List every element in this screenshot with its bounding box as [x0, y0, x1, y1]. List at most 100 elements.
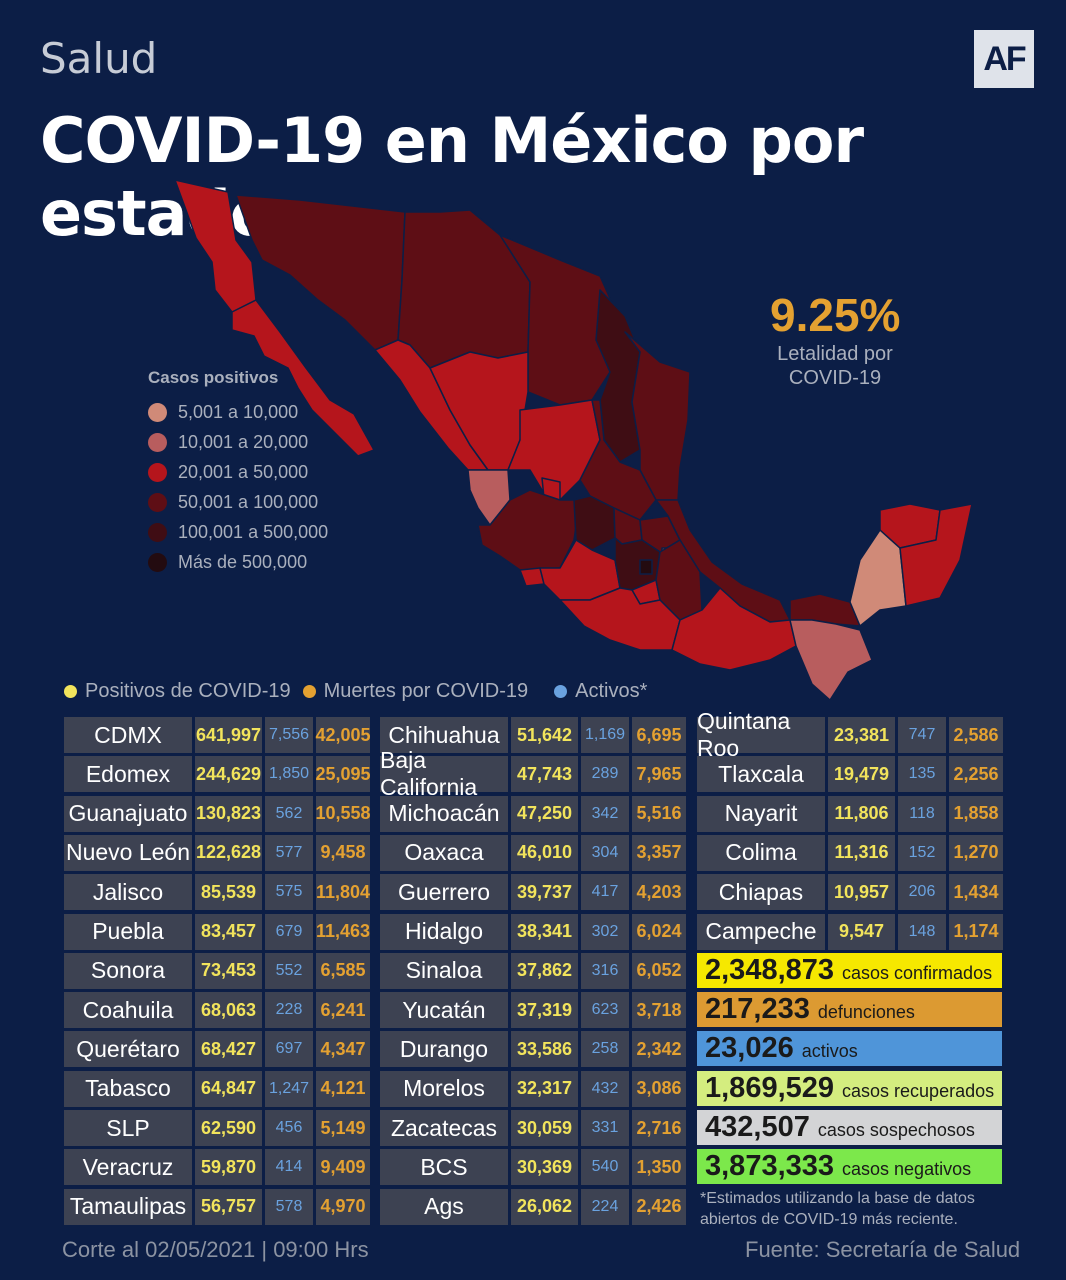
active-value: 331 [581, 1110, 629, 1146]
table-row: Zacatecas 30,059 331 2,716 [380, 1110, 689, 1146]
legend-item: 20,001 a 50,000 [148, 457, 328, 487]
active-value: 304 [581, 834, 629, 871]
table-row: Coahuila 68,063 228 6,241 [64, 992, 373, 1029]
table-row: Ags 26,062 224 2,426 [380, 1188, 689, 1225]
series-active-label: Activos* [575, 680, 648, 702]
table-row: Baja California 47,743 289 7,965 [380, 747, 689, 800]
legend-label: 20,001 a 50,000 [178, 461, 309, 482]
deaths-value: 11,463 [316, 913, 370, 950]
state-name: Durango [380, 1031, 508, 1068]
cutoff-date: Corte al 02/05/2021 | 09:00 Hrs [62, 1237, 369, 1262]
state-name: Veracruz [64, 1149, 192, 1186]
state-name: Colima [697, 834, 825, 871]
summary-number: 432,507 [705, 1110, 810, 1143]
positive-value: 244,629 [195, 756, 262, 793]
legend-label: 5,001 a 10,000 [178, 401, 299, 422]
summary-number: 217,233 [705, 993, 810, 1026]
active-value: 747 [898, 717, 946, 753]
state-name: Nayarit [697, 795, 825, 832]
deaths-value: 1,174 [949, 913, 1003, 950]
summary-label: defunciones [817, 1002, 915, 1023]
active-value: 258 [581, 1031, 629, 1068]
table-row: Morelos 32,317 432 3,086 [380, 1070, 689, 1107]
legend-item: 50,001 a 100,000 [148, 487, 328, 517]
deaths-value: 1,270 [949, 834, 1003, 871]
active-value: 152 [898, 834, 946, 871]
footnote-line-1: *Estimados utilizando la base de datos [700, 1190, 975, 1207]
map-cdmx [639, 559, 653, 575]
state-name: Guanajuato [64, 795, 192, 832]
mexico-map [174, 179, 973, 701]
state-name: Baja California [380, 747, 508, 800]
table-row: Campeche 9,547 148 1,174 [697, 913, 1006, 950]
positive-value: 64,847 [195, 1070, 262, 1107]
state-name: Chiapas [697, 874, 825, 911]
active-value: 206 [898, 874, 946, 911]
table-row: SLP 62,590 456 5,149 [64, 1110, 373, 1146]
map-legend: Casos positivos 5,001 a 10,000 10,001 a 2… [148, 368, 328, 577]
state-name: Oaxaca [380, 834, 508, 871]
active-value: 414 [265, 1149, 313, 1186]
summary-box: 3,873,333 casos negativos [697, 1149, 1002, 1184]
legend-swatch-icon [148, 492, 167, 512]
state-name: Jalisco [64, 874, 192, 911]
positive-value: 130,823 [195, 795, 262, 832]
table-row: Nuevo León 122,628 577 9,458 [64, 834, 373, 871]
positive-value: 51,642 [511, 717, 578, 753]
deaths-value: 9,458 [316, 834, 370, 871]
deaths-value: 2,342 [632, 1031, 686, 1068]
lethality-label-1: Letalidad por [777, 343, 893, 365]
active-value: 135 [898, 756, 946, 793]
state-name: Zacatecas [380, 1110, 508, 1146]
positive-value: 32,317 [511, 1070, 578, 1107]
summary-box: 432,507 casos sospechosos [697, 1109, 1002, 1145]
section-label: Salud [40, 34, 158, 83]
deaths-value: 25,095 [315, 756, 371, 793]
active-value: 578 [265, 1188, 313, 1225]
summary-box: 23,026 activos [697, 1031, 1002, 1067]
series-positive-label: Positivos de COVID-19 [85, 680, 291, 702]
deaths-value: 4,203 [632, 874, 686, 911]
state-name: Ags [380, 1188, 508, 1225]
summary-label: casos confirmados [842, 963, 993, 983]
table-row: Querétaro 68,427 697 4,347 [64, 1031, 373, 1068]
state-name: Tlaxcala [697, 756, 825, 793]
deaths-value: 6,241 [316, 992, 370, 1029]
positive-value: 30,059 [511, 1110, 578, 1146]
deaths-value: 4,970 [316, 1188, 370, 1225]
positive-value: 11,806 [828, 795, 895, 832]
data-source: Fuente: Secretaría de Salud [745, 1237, 1021, 1262]
table-row: CDMX 641,997 7,556 42,005 [64, 717, 373, 753]
series-positive: Positivos de COVID-19 [64, 680, 291, 703]
map-slp [579, 399, 657, 521]
positive-value: 23,381 [828, 717, 895, 753]
map-chiapas [789, 619, 873, 701]
legend-label: 10,001 a 20,000 [178, 431, 309, 452]
map-quintana-roo [899, 503, 973, 607]
footnote: *Estimados utilizando la base de datos a… [700, 1188, 975, 1230]
positive-value: 38,341 [511, 913, 578, 950]
table-row: Guanajuato 130,823 562 10,558 [64, 795, 373, 832]
positive-value: 73,453 [195, 952, 262, 989]
deaths-value: 11,804 [316, 874, 370, 911]
map-baja-california-sur [231, 299, 375, 457]
table-row: Oaxaca 46,010 304 3,357 [380, 834, 689, 871]
positive-value: 85,539 [195, 874, 262, 911]
table-row: Sonora 73,453 552 6,585 [64, 952, 373, 989]
deaths-value: 42,005 [315, 717, 371, 753]
positive-value: 47,250 [511, 795, 578, 832]
deaths-value: 1,858 [949, 795, 1003, 832]
state-name: SLP [64, 1110, 192, 1146]
positive-value: 10,957 [828, 874, 895, 911]
summary-label: casos negativos [842, 1159, 972, 1179]
table-row: Tamaulipas 56,757 578 4,970 [64, 1188, 373, 1225]
positive-value: 30,369 [511, 1149, 578, 1186]
state-name: Tamaulipas [64, 1188, 192, 1225]
summary-label: casos recuperados [842, 1080, 995, 1101]
active-value: 540 [581, 1149, 629, 1186]
state-name: Hidalgo [380, 913, 508, 950]
active-value: 577 [265, 834, 313, 871]
series-deaths: Muertes por COVID-19 [302, 680, 528, 703]
table-row: Yucatán 37,319 623 3,718 [380, 992, 689, 1029]
deaths-value: 6,695 [632, 717, 686, 753]
